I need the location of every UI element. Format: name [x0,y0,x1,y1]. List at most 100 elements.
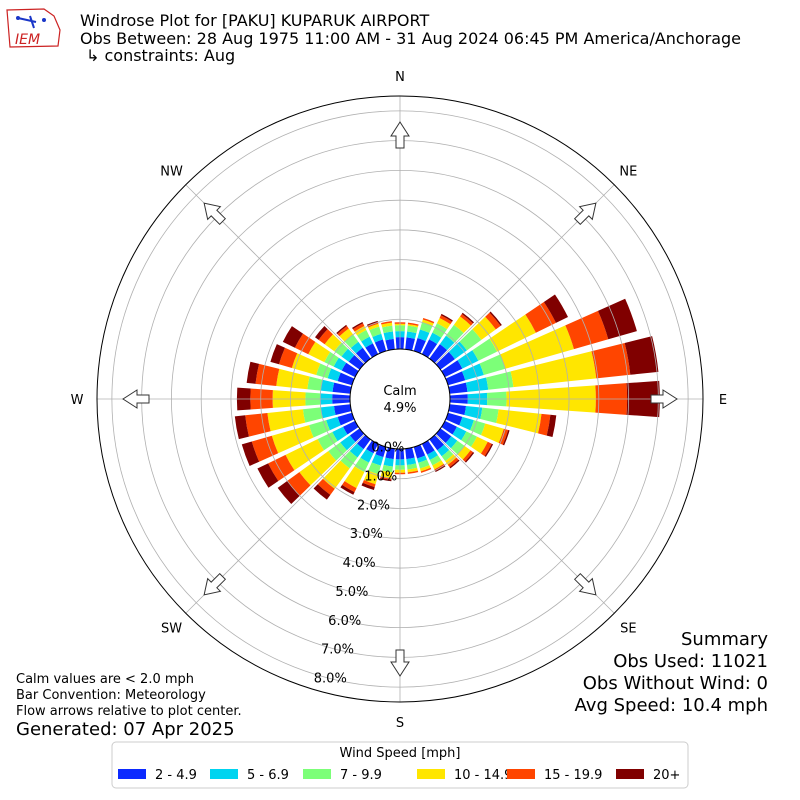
windrose-bar-segment [337,412,355,426]
windrose-bar-segment [328,442,347,461]
flow-arrow-icon [390,121,410,149]
windrose-bar-segment [383,331,394,341]
windrose-bar-segment [502,430,510,446]
legend-label: 15 - 19.9 [544,768,602,783]
legend-swatch [616,769,644,779]
windrose-bar-segment [407,467,418,473]
windrose-bar-segment [457,445,471,460]
windrose-bar-segment [429,455,442,466]
windrose-bar-segment [381,322,393,328]
summary-obs-used: Obs Used: 11021 [613,651,768,672]
legend-label: 2 - 4.9 [155,768,197,783]
legend-swatch [210,769,238,779]
windrose-bar-segment [332,426,348,442]
windrose-bar-segment [333,357,347,371]
windrose-bar-segment [361,482,375,490]
direction-label: SE [620,621,636,636]
windrose-bar-segment [368,462,381,475]
windrose-bar-segment [439,335,455,351]
windrose-bar-segment [472,338,498,361]
windrose-bar-segment [485,312,501,330]
windrose-bar-segment [453,316,471,334]
radial-tick-label: 4.0% [343,556,376,571]
windrose-bar-segment [447,457,459,468]
windrose-bar-segment [341,348,355,362]
windrose-bar-segment [434,463,445,471]
windrose-bar-segment [362,480,376,488]
windrose-bar-segment [460,314,473,326]
windrose-bar-segment [417,329,430,342]
windrose-bar-segment [407,325,418,334]
radial-tick-label: 2.0% [357,498,390,513]
windrose-bar-segment [436,317,451,330]
direction-label: W [71,393,84,408]
windrose-bar-segment [421,339,438,358]
radial-tick-label: 1.0% [364,469,397,484]
windrose-bar-segment [382,464,393,473]
windrose-bar-segment [380,470,393,479]
windrose-bar-segment [421,319,434,327]
windrose-bar-segment [371,454,384,466]
windrose-bar-segment [383,457,394,467]
windrose-bar-segment [367,322,379,328]
windrose-bar-segment [267,409,306,432]
windrose-bar-segment [464,452,475,463]
windrose-bar-segment [344,466,365,489]
windrose-bar-segment [255,363,280,386]
windrose-bar-segment [422,318,435,324]
windrose-bar-segment [308,341,331,363]
windrose-bar-segment [352,323,365,332]
windrose-bar-segment [413,444,426,459]
windrose-bar-segment [251,435,279,462]
windrose-bar-segment [344,334,359,349]
calm-value: 4.9% [383,401,416,416]
windrose-bar-segment [246,361,260,384]
windrose-bar-segment [421,440,435,455]
flow-arrow-icon [573,572,597,596]
windrose-bar-segment [276,368,310,390]
windrose-bar-segment [340,484,355,495]
windrose-bar-segment [349,443,364,458]
legend-swatch [118,769,146,779]
windrose-bar-segment [420,467,432,473]
windrose-bar-segment [366,440,379,454]
windrose-bar-segment [360,449,374,463]
generated-date: Generated: 07 Apr 2025 [16,719,235,740]
summary-obs-without-wind: Obs Without Wind: 0 [582,673,768,694]
windrose-bar-segment [407,324,419,328]
windrose-bar-segment [334,342,348,357]
windrose-bar-segment [429,344,448,364]
windrose-bar-segment [484,443,494,457]
windrose-bar-segment [461,312,475,324]
radial-tick-label: 8.0% [314,672,347,687]
windrose-bar-segment [452,426,467,441]
windrose-bar-segment [441,360,463,378]
windrose-bar-segment [315,326,328,340]
windrose-bar-segment [313,484,331,500]
legend-swatch [507,769,535,779]
windrose-bar-segment [299,451,337,486]
flow-arrow-icon [203,572,227,596]
windrose-bar-segment [418,459,430,469]
windrose-bar-segment [406,331,417,339]
windrose-bar-segment [479,354,506,375]
legend-swatch [417,769,445,779]
chart-title: Windrose Plot for [PAKU] KUPARUK AIRPORT [80,11,430,30]
windrose-bar-segment [365,343,379,358]
calm-label: Calm [383,384,416,399]
windrose-bar-segment [407,470,419,474]
rose-labels: N NE E SE S SW W NW 0.0% 1.0% 2.0% 3.0% 4.0% 5.0% 6.0%… [71,70,728,731]
windrose-bar-segment [385,447,395,460]
direction-label: S [396,716,404,731]
windrose-bar-segment [341,362,359,378]
windrose-bar-segment [457,350,479,369]
svg-text:IEM: IEM [15,32,40,48]
radial-grid [96,95,704,703]
windrose-bar-segment [357,329,370,342]
windrose-bar-segment [459,416,474,431]
windrose-bar-segment [340,451,358,469]
windrose-bar-segment [435,428,452,444]
windrose-bar-segment [337,326,349,337]
calm-note: Calm values are < 2.0 mph [16,672,195,687]
windrose-bar-segment [339,328,354,342]
